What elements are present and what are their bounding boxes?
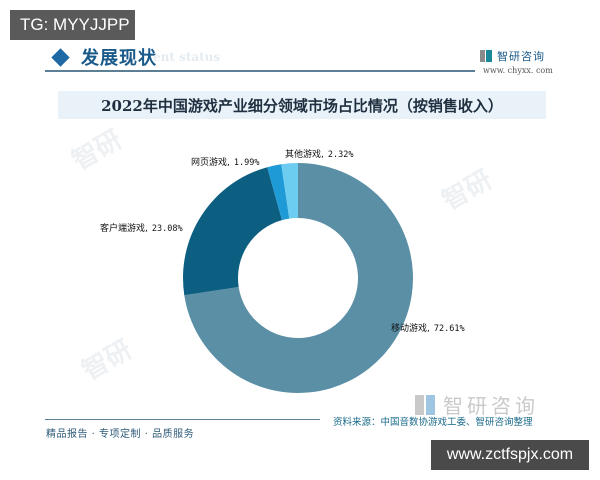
logo-icon xyxy=(480,50,492,62)
header-divider xyxy=(45,70,475,72)
brand-logo: 智研咨询 xyxy=(480,48,545,64)
label-mobile: 移动游戏, 72.61% xyxy=(391,324,465,334)
logo-icon xyxy=(415,394,435,415)
source-note: 资料来源：中国音数协游戏工委、智研咨询整理 xyxy=(333,417,533,428)
brand-name: 智研咨询 xyxy=(497,50,545,63)
section-subtitle: ent status xyxy=(153,50,221,64)
section-header: 发展现状 ent status xyxy=(48,42,220,72)
footer-divider xyxy=(45,419,320,420)
url-badge: www.zctfspjx.com xyxy=(431,440,589,470)
label-other: 其他游戏, 2.32% xyxy=(285,150,354,160)
footer-brand: 智研咨询 xyxy=(415,390,539,419)
chart-title: 2022年中国游戏产业细分领域市场占比情况（按销售收入） xyxy=(101,96,503,115)
section-title: 发展现状 xyxy=(81,48,157,69)
footer-slogan: 精品报告 · 专项定制 · 品质服务 xyxy=(46,429,195,440)
slice-other xyxy=(281,163,298,219)
label-web: 网页游戏, 1.99% xyxy=(191,158,260,168)
slice-web xyxy=(267,164,290,221)
slice-client xyxy=(182,167,282,296)
chart-title-band: 2022年中国游戏产业细分领域市场占比情况（按销售收入） xyxy=(58,91,546,119)
label-client: 客户端游戏, 23.08% xyxy=(100,224,183,234)
brand-url: www. chyxx. com xyxy=(483,66,553,75)
slice-mobile xyxy=(184,163,413,393)
tg-badge: TG: MYYJJPP xyxy=(10,10,135,40)
